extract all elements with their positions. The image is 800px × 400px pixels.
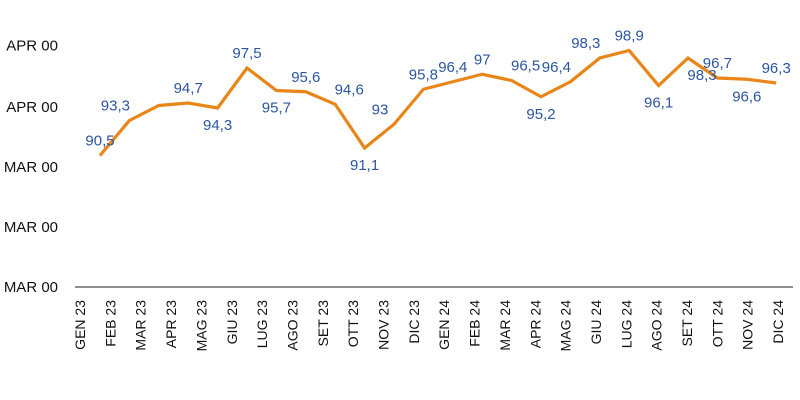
data-label: 90,5 xyxy=(85,133,114,150)
data-label: 94,7 xyxy=(174,80,203,97)
x-tick-label: SET 24 xyxy=(679,300,695,347)
x-tick-label: MAR 23 xyxy=(133,300,149,351)
x-axis: GEN 23 FEB 23 MAR 23 APR 23 MAG 23 GIU 23 LUG … xyxy=(72,300,786,352)
data-label: 95,8 xyxy=(409,66,438,83)
data-label: 96,3 xyxy=(762,60,791,77)
data-label: 98,9 xyxy=(615,28,644,45)
x-tick-label: GIU 23 xyxy=(224,300,240,345)
x-tick-label: APR 23 xyxy=(163,300,179,348)
x-tick-label: GEN 23 xyxy=(72,300,88,350)
x-tick-label: DIC 24 xyxy=(770,300,786,344)
data-label: 95,6 xyxy=(291,69,320,86)
x-tick-label: GIU 24 xyxy=(588,300,604,345)
series-line xyxy=(98,48,777,157)
data-label: 93,3 xyxy=(101,98,130,115)
x-tick-label: FEB 23 xyxy=(102,300,118,347)
data-label: 98,3 xyxy=(571,35,600,52)
x-tick-label: SET 23 xyxy=(315,300,331,347)
data-labels: 90,5 93,3 94,7 94,3 97,5 95,795,6 94,6 91,1 93 95… xyxy=(85,28,790,175)
data-label: 96,4 xyxy=(542,59,571,76)
y-tick-label: APR 00 xyxy=(6,38,58,55)
x-tick-label: APR 24 xyxy=(527,300,543,348)
data-label: 98,3 xyxy=(687,67,716,84)
data-label: 96,1 xyxy=(644,95,673,112)
x-tick-label: DIC 23 xyxy=(406,300,422,344)
x-tick-label: MAG 24 xyxy=(558,300,574,352)
data-label: 93 xyxy=(372,101,389,118)
x-tick-label: AGO 23 xyxy=(284,300,300,351)
x-tick-label: NOV 24 xyxy=(740,300,756,350)
data-label: 94,3 xyxy=(203,117,232,134)
y-axis: MAR 00 MAR 00 MAR 00 APR 00 APR 00 xyxy=(4,38,58,296)
x-tick-label: NOV 23 xyxy=(376,300,392,350)
data-label: 95,7 xyxy=(262,100,291,117)
data-label: 91,1 xyxy=(350,157,379,174)
data-label: 95,2 xyxy=(526,106,555,123)
y-tick-label: MAR 00 xyxy=(4,279,58,296)
x-tick-label: OTT 23 xyxy=(345,300,361,347)
x-tick-label: LUG 24 xyxy=(618,300,634,348)
x-tick-label: GEN 24 xyxy=(436,300,452,350)
data-label: 96,7 xyxy=(703,55,732,72)
y-tick-label: MAR 00 xyxy=(4,159,58,176)
y-tick-label: MAR 00 xyxy=(4,219,58,236)
x-tick-label: MAR 24 xyxy=(497,300,513,351)
y-tick-label: APR 00 xyxy=(6,99,58,116)
data-label: 97 xyxy=(474,51,491,68)
data-label: 96,5 xyxy=(511,58,540,75)
x-tick-label: FEB 24 xyxy=(467,300,483,347)
x-tick-label: MAG 23 xyxy=(193,300,209,352)
x-tick-label: AGO 24 xyxy=(649,300,665,351)
x-tick-label: LUG 23 xyxy=(254,300,270,348)
data-label: 96,6 xyxy=(732,88,761,105)
data-label: 97,5 xyxy=(232,45,261,62)
x-tick-label: OTT 24 xyxy=(709,300,725,347)
data-label: 94,6 xyxy=(335,81,364,98)
data-label: 96,4 xyxy=(438,59,467,76)
